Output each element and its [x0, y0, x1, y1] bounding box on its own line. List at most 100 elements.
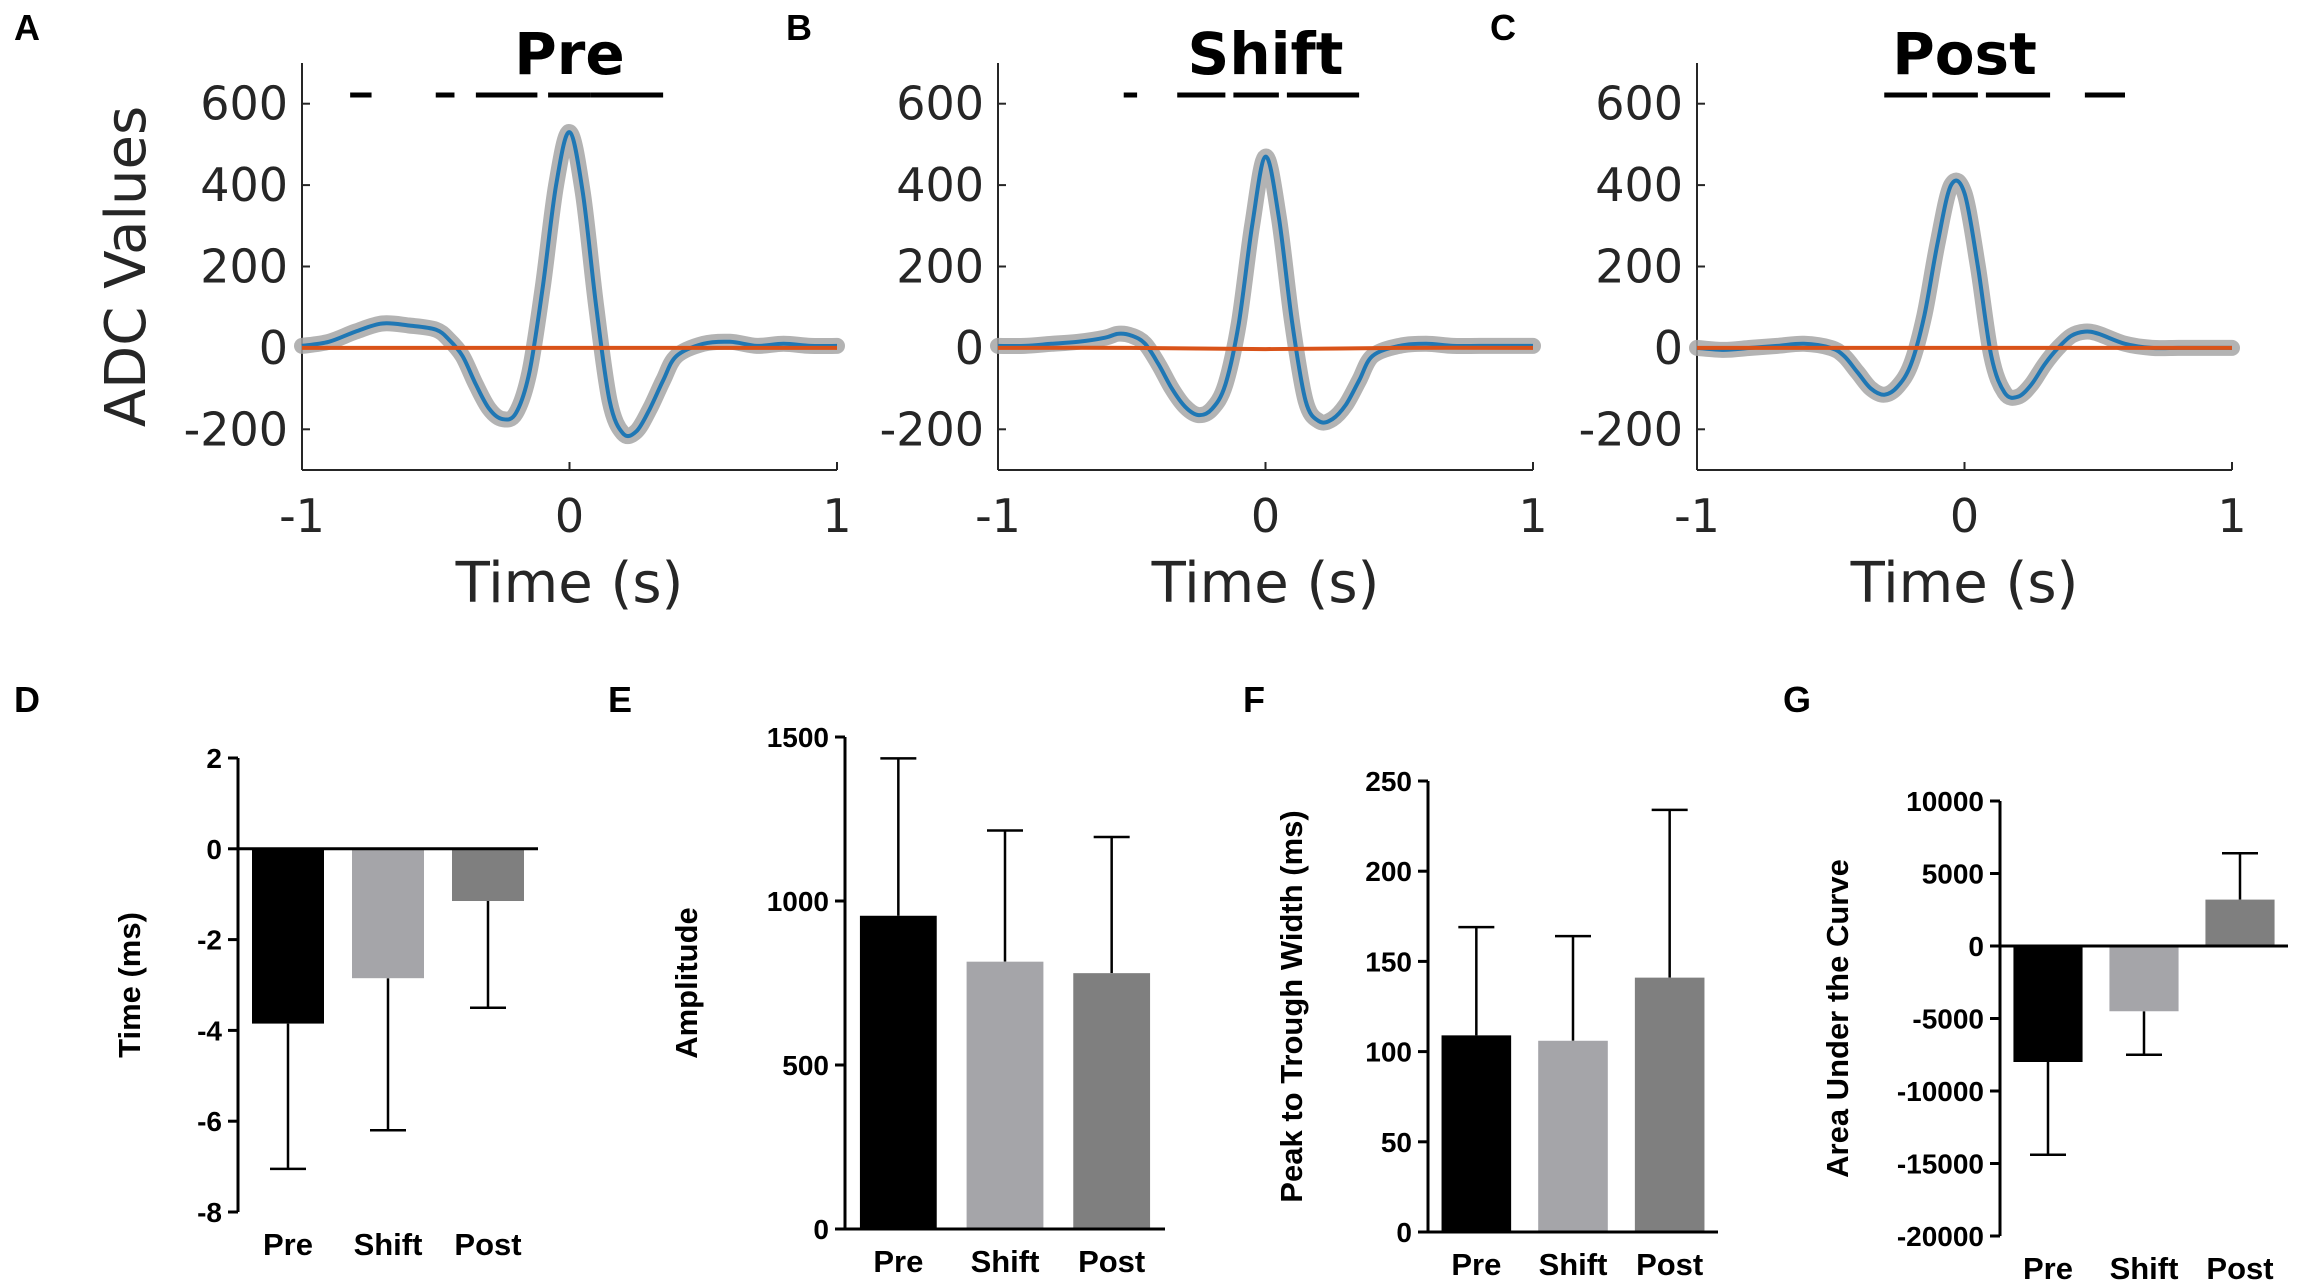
panel-label: E [608, 679, 632, 720]
category-label: Post [454, 1227, 521, 1262]
y-axis-title: Amplitude [669, 907, 704, 1059]
category-label: Pre [2023, 1251, 2073, 1282]
y-tick-label: -200 [880, 402, 984, 456]
y-tick-label: 200 [1365, 856, 1412, 887]
bar-post [1073, 973, 1151, 1229]
y-tick-label: 0 [1396, 1217, 1412, 1248]
y-tick-label: 1500 [767, 722, 829, 753]
y-tick-label: -2 [197, 925, 222, 956]
bar-shift [966, 961, 1044, 1229]
chart-title: Post [1892, 20, 2037, 88]
x-tick-label: -1 [279, 489, 325, 543]
x-tick-label: 1 [2217, 489, 2246, 543]
x-tick-label: -1 [975, 489, 1021, 543]
category-label: Pre [263, 1227, 313, 1262]
y-tick-label: 200 [200, 240, 288, 294]
chart-title: Pre [514, 20, 624, 88]
panel-label: A [14, 7, 40, 48]
panel-d: D -8 -6 -4 -2 0 2 Pre Shift Post Time (ms) [14, 679, 538, 1262]
panel-label: B [786, 7, 812, 48]
panel-c: C -200 0 200 400 600 -1 0 1 Time (s) Post [1490, 7, 2247, 616]
y-tick-label: 400 [896, 158, 984, 212]
y-tick-label: 2 [206, 743, 222, 774]
x-axis-title: Time (s) [1151, 551, 1380, 616]
x-tick-label: -1 [1674, 489, 1720, 543]
bar-pre [2013, 946, 2083, 1062]
y-tick-label: 600 [200, 77, 288, 131]
category-label: Shift [354, 1227, 423, 1262]
y-tick-label: 0 [1968, 931, 1984, 962]
category-label: Post [2206, 1251, 2273, 1282]
bar-shift [1538, 1040, 1608, 1232]
y-tick-label: -6 [197, 1106, 222, 1137]
category-label: Shift [2110, 1251, 2179, 1282]
panel-e: E 0 500 1000 1500 Pre Shift Post Amplitude [608, 679, 1165, 1279]
y-tick-label: 5000 [1922, 859, 1984, 890]
y-tick-label: -20000 [1897, 1221, 1984, 1252]
panel-label: G [1783, 679, 1811, 720]
category-label: Shift [971, 1244, 1040, 1279]
category-label: Pre [1451, 1247, 1501, 1282]
y-tick-label: 250 [1365, 766, 1412, 797]
error-band [1689, 172, 2240, 406]
y-tick-label: 10000 [1906, 786, 1984, 817]
y-tick-label: 0 [955, 321, 984, 375]
panel-g: G -20000 -15000 -10000 -5000 0 5000 10000 Pre Shi… [1783, 679, 2288, 1282]
y-tick-label: -8 [197, 1197, 222, 1228]
y-tick-label: 400 [200, 158, 288, 212]
y-tick-label: -200 [1579, 402, 1683, 456]
x-tick-label: 1 [822, 489, 851, 543]
bar-pre [859, 915, 937, 1229]
y-tick-label: 0 [259, 321, 288, 375]
x-tick-label: 0 [555, 489, 584, 543]
panel-f: F 0 50 100 150 200 250 Pre Shift Post Peak to Trou… [1243, 679, 1718, 1282]
y-tick-label: 150 [1365, 946, 1412, 977]
control-line [997, 345, 1534, 352]
y-tick-label: 500 [782, 1050, 829, 1081]
bar-shift [2109, 946, 2179, 1012]
bar-pre [252, 848, 324, 1024]
y-tick-label: 0 [1654, 321, 1683, 375]
error-band [990, 148, 1541, 431]
bar-pre [1441, 1035, 1512, 1232]
y-tick-label: 50 [1381, 1127, 1412, 1158]
y-axis-title: Time (ms) [112, 912, 147, 1058]
y-tick-label: 0 [813, 1214, 829, 1245]
y-tick-label: 600 [896, 77, 984, 131]
bar-post [2205, 899, 2275, 946]
y-tick-label: -10000 [1897, 1076, 1984, 1107]
panel-b: B -200 0 200 400 600 -1 0 1 Time (s) Shift [786, 7, 1548, 616]
y-tick-label: 1000 [767, 886, 829, 917]
y-tick-label: 200 [1595, 240, 1683, 294]
category-label: Pre [873, 1244, 923, 1279]
mean-waveform-line [301, 130, 838, 439]
x-axis-title: Time (s) [455, 551, 684, 616]
error-band [294, 124, 845, 444]
category-label: Shift [1539, 1247, 1608, 1282]
y-axis-title: Area Under the Curve [1820, 859, 1855, 1178]
y-tick-label: 600 [1595, 77, 1683, 131]
panel-label: C [1490, 7, 1516, 48]
bar-post [452, 848, 524, 902]
x-axis-title: Time (s) [1850, 551, 2079, 616]
y-axis-title: Peak to Trough Width (ms) [1274, 810, 1309, 1202]
chart-title: Shift [1188, 20, 1344, 88]
y-tick-label: 200 [896, 240, 984, 294]
panel-a: A -200 0 200 400 600 -1 0 1 Time (s) ADC Values Pre [14, 7, 852, 616]
y-tick-label: 100 [1365, 1037, 1412, 1068]
bar-post [1634, 977, 1705, 1232]
bar-shift [352, 848, 424, 979]
x-tick-label: 1 [1518, 489, 1547, 543]
mean-waveform-line [997, 154, 1533, 425]
y-tick-label: 400 [1595, 158, 1683, 212]
category-label: Post [1078, 1244, 1145, 1279]
y-axis-title: ADC Values [94, 106, 159, 427]
x-tick-label: 0 [1251, 489, 1280, 543]
panel-label: F [1243, 679, 1265, 720]
y-tick-label: 0 [206, 834, 222, 865]
panel-label: D [14, 679, 40, 720]
y-tick-label: -5000 [1912, 1004, 1984, 1035]
y-tick-label: -15000 [1897, 1149, 1984, 1180]
category-label: Post [1636, 1247, 1703, 1282]
